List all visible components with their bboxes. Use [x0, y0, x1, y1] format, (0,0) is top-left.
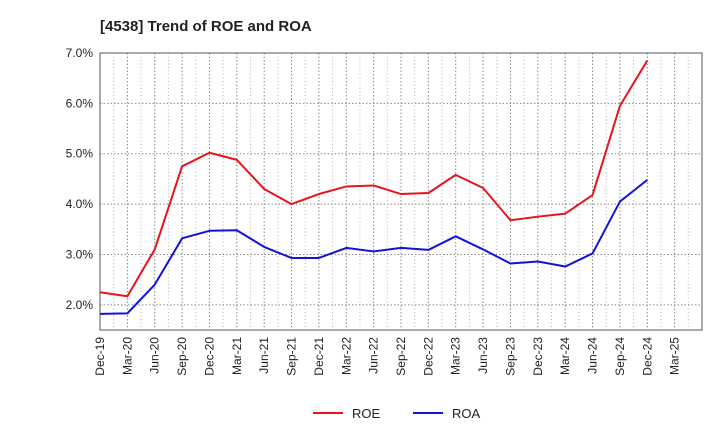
grid-lines	[100, 52, 702, 330]
x-tick-label: Sep-24	[613, 337, 627, 376]
x-tick-label: Mar-20	[120, 337, 134, 375]
x-tick-label: Mar-24	[558, 337, 572, 375]
x-tick-label: Mar-25	[668, 337, 682, 375]
y-tick-label: 2.0%	[66, 298, 94, 312]
x-tick-label: Dec-20	[202, 337, 216, 376]
chart-title: [4538] Trend of ROE and ROA	[100, 18, 312, 35]
legend-label-roa: ROA	[452, 406, 481, 421]
x-tick-label: Sep-21	[285, 337, 299, 376]
x-tick-label: Dec-19	[93, 337, 107, 376]
x-tick-label: Mar-21	[230, 337, 244, 375]
y-tick-label: 6.0%	[66, 96, 94, 110]
y-tick-label: 5.0%	[66, 147, 94, 161]
x-tick-label: Jun-20	[148, 337, 162, 374]
x-tick-label: Sep-22	[394, 337, 408, 376]
x-tick-label: Dec-23	[531, 337, 545, 376]
x-tick-label: Dec-21	[312, 337, 326, 376]
y-tick-label: 3.0%	[66, 247, 94, 261]
x-tick-label: Jun-21	[257, 337, 271, 374]
x-tick-label: Sep-23	[503, 337, 517, 376]
y-axis: 2.0% 3.0% 4.0% 5.0% 6.0% 7.0%	[66, 46, 94, 312]
x-tick-label: Dec-22	[421, 337, 435, 376]
series-line-roa	[99, 179, 648, 315]
series-lines	[99, 60, 649, 315]
x-tick-label: Jun-23	[476, 337, 490, 374]
series-line-roe	[99, 60, 649, 298]
x-tick-label: Mar-23	[449, 337, 463, 375]
x-tick-label: Jun-22	[367, 337, 381, 374]
x-tick-label: Sep-20	[175, 337, 189, 376]
x-tick-label: Jun-24	[586, 337, 600, 374]
plot-area	[99, 52, 703, 331]
legend: ROE ROA	[313, 406, 481, 421]
x-axis: Dec-19 Mar-20 Jun-20 Sep-20 Dec-20 Mar-21 Jun-…	[93, 337, 682, 376]
y-tick-label: 7.0%	[66, 46, 94, 60]
x-tick-label: Dec-24	[640, 337, 654, 376]
legend-label-roe: ROE	[352, 406, 381, 421]
y-tick-label: 4.0%	[66, 197, 94, 211]
x-tick-label: Mar-22	[339, 337, 353, 375]
